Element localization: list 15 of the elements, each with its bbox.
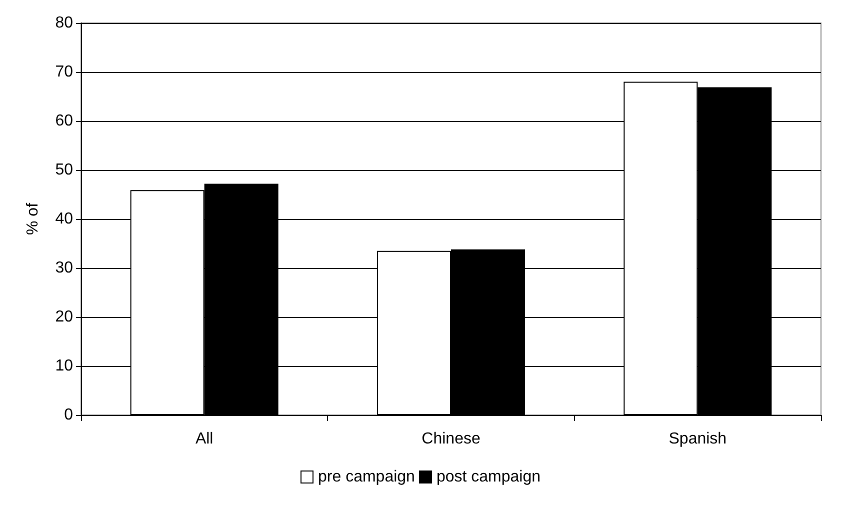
y-tick-label: 20 [55, 308, 74, 326]
y-tick-label: 10 [55, 358, 74, 374]
y-tick-label: 80 [55, 14, 74, 32]
y-tick-label: 30 [55, 260, 74, 276]
y-tick-label: 0 [64, 406, 74, 424]
x-tick-label: Spanish [668, 430, 727, 448]
legend-label: pre campaign [318, 468, 415, 486]
y-tick-label: 40 [55, 210, 74, 228]
y-axis-title: % of [24, 202, 42, 236]
x-tick-label: All [195, 430, 214, 448]
y-tick-label: 70 [55, 64, 74, 80]
x-tick-label: Chinese [422, 430, 480, 448]
y-tick-label: 60 [55, 112, 74, 130]
y-tick-label: 50 [55, 162, 74, 178]
legend-label: post campaign [436, 468, 541, 486]
